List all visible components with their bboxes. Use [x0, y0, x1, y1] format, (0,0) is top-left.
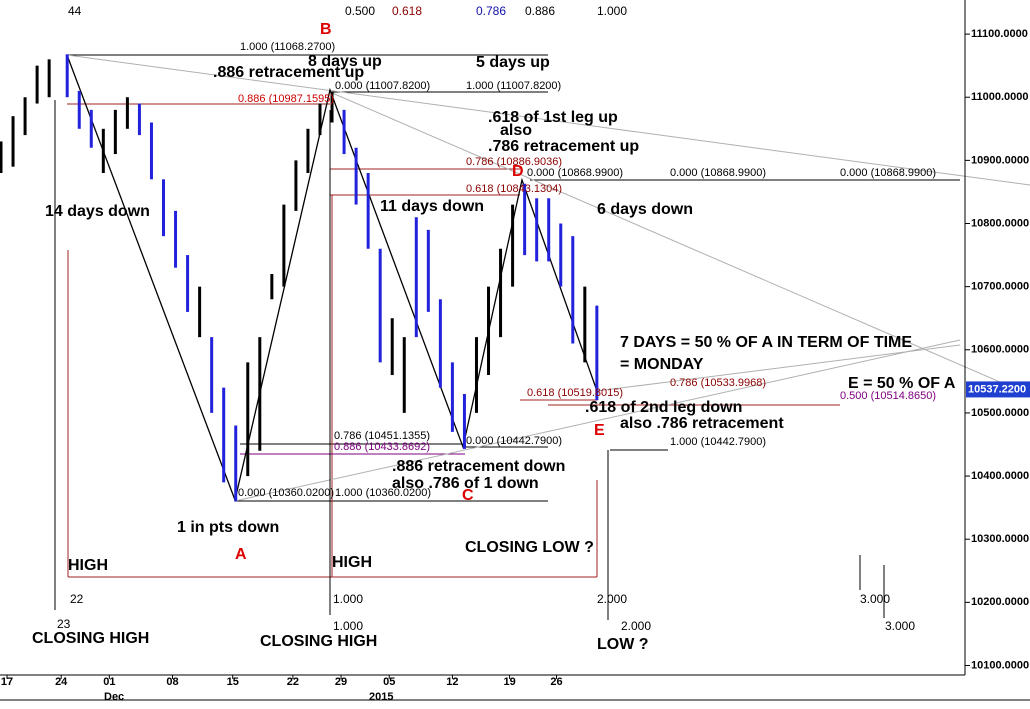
annotation: also [500, 122, 532, 139]
x-tick-label: 24 [55, 676, 68, 688]
x-tick-label: 17 [1, 676, 13, 688]
y-tick-label: 10600.0000 [971, 344, 1029, 356]
annotation: HIGH [332, 554, 372, 571]
annotation: 0.000 (10360.0200) [238, 487, 334, 499]
x-tick-label: 05 [383, 676, 395, 688]
annotation: 0.500 (10514.8650) [840, 390, 936, 402]
annotation: 1.000 [597, 4, 627, 18]
annotation: 0.618 (10843.1304) [466, 183, 562, 195]
annotation: 7 DAYS = 50 % OF A IN TERM OF TIME [620, 334, 912, 351]
annotation: 0.500 [345, 4, 375, 18]
annotation: 2.000 [621, 619, 651, 633]
annotation: C [462, 487, 474, 504]
y-tick-label: 10900.0000 [971, 154, 1029, 166]
annotation: E = 50 % OF A [848, 375, 956, 392]
y-tick-label: 11100.0000 [971, 28, 1028, 40]
annotation: 44 [68, 4, 82, 18]
annotation: CLOSING LOW ? [465, 539, 594, 556]
annotation: A [235, 546, 247, 563]
annotation: HIGH [68, 557, 108, 574]
annotation: 1.000 [333, 592, 363, 606]
y-tick-label: 10500.0000 [971, 407, 1029, 419]
x-tick-label: 26 [550, 676, 562, 688]
annotation: also .786 retracement [620, 415, 784, 432]
annotation: 5 days up [476, 54, 550, 71]
annotation: = MONDAY [620, 356, 704, 373]
annotation: .786 retracement up [488, 138, 639, 155]
annotation: 8 days up [308, 53, 382, 70]
annotation: 0.000 (10868.9900) [527, 167, 623, 179]
annotation: 3.000 [860, 592, 890, 606]
x-tick-label: 22 [287, 676, 299, 688]
annotation: 1.000 (10442.7900) [670, 436, 766, 448]
y-tick-label: 10300.0000 [971, 533, 1029, 545]
annotation: 0.886 [525, 4, 555, 18]
annotation: B [320, 21, 332, 38]
annotation: 0.000 (10868.9900) [840, 167, 936, 179]
annotation: .886 retracement up [213, 64, 364, 81]
x-tick-label: 08 [166, 676, 178, 688]
x-tick-label: 29 [335, 676, 347, 688]
annotation: 2015 [369, 691, 393, 703]
y-tick-label: 10100.0000 [971, 659, 1029, 671]
annotation: 0.786 (10886.9036) [466, 156, 562, 168]
annotation: LOW ? [597, 636, 649, 653]
x-tick-label: 19 [503, 676, 515, 688]
annotation: 0.886 (10433.8692) [334, 441, 430, 453]
annotation: 1 in pts down [177, 519, 279, 536]
last-price-box [966, 381, 1030, 398]
annotation: 0.000 (10442.7900) [466, 435, 562, 447]
annotation: 0.000 (11007.8200) [335, 80, 430, 92]
y-tick-label: 11000.0000 [971, 91, 1029, 103]
annotation: 6 days down [597, 201, 693, 218]
y-tick-label: 10400.0000 [971, 470, 1029, 482]
y-tick-label: 10800.0000 [971, 217, 1029, 229]
annotation: 0.618 (10519.8015) [527, 387, 623, 399]
annotation: 0.786 (10451.1355) [334, 430, 430, 442]
annotation: 1.000 [333, 619, 363, 633]
annotation: CLOSING HIGH [260, 633, 377, 650]
annotation: 14 days down [45, 203, 150, 220]
x-tick-label: 12 [446, 676, 458, 688]
annotation: 0.618 [392, 4, 422, 18]
annotation: E [594, 422, 605, 439]
annotation: 0.000 (10868.9900) [670, 167, 766, 179]
annotation: 2.000 [597, 592, 627, 606]
annotation: 1.000 (11068.2700) [240, 41, 335, 53]
annotation: .618 of 1st leg up [488, 109, 618, 126]
annotation: also .786 of 1 down [392, 475, 539, 492]
y-tick-label: 10700.0000 [971, 281, 1029, 293]
y-tick-label: 10200.0000 [971, 596, 1029, 608]
x-tick-label: 15 [227, 676, 239, 688]
annotation: 0.786 (10533.9968) [670, 377, 766, 389]
annotation: 1.000 (10360.0200) [335, 487, 431, 499]
annotation: CLOSING HIGH [32, 630, 149, 647]
annotation: 1.000 (11007.8200) [466, 80, 561, 92]
annotation: 0.886 (10987.1595) [238, 93, 334, 105]
annotation: .886 retracement down [392, 458, 565, 475]
last-price-label: 10537.2200 [968, 383, 1026, 395]
annotation: 0.786 [476, 4, 506, 18]
annotation: .618 of 2nd leg down [585, 399, 742, 416]
annotation: 22 [70, 592, 84, 606]
annotation: D [512, 163, 524, 180]
annotation: 23 [57, 617, 71, 631]
annotation: Dec [104, 691, 124, 703]
annotation: 3.000 [885, 619, 915, 633]
x-tick-label: 01 [103, 676, 115, 688]
annotation: 11 days down [380, 198, 484, 215]
